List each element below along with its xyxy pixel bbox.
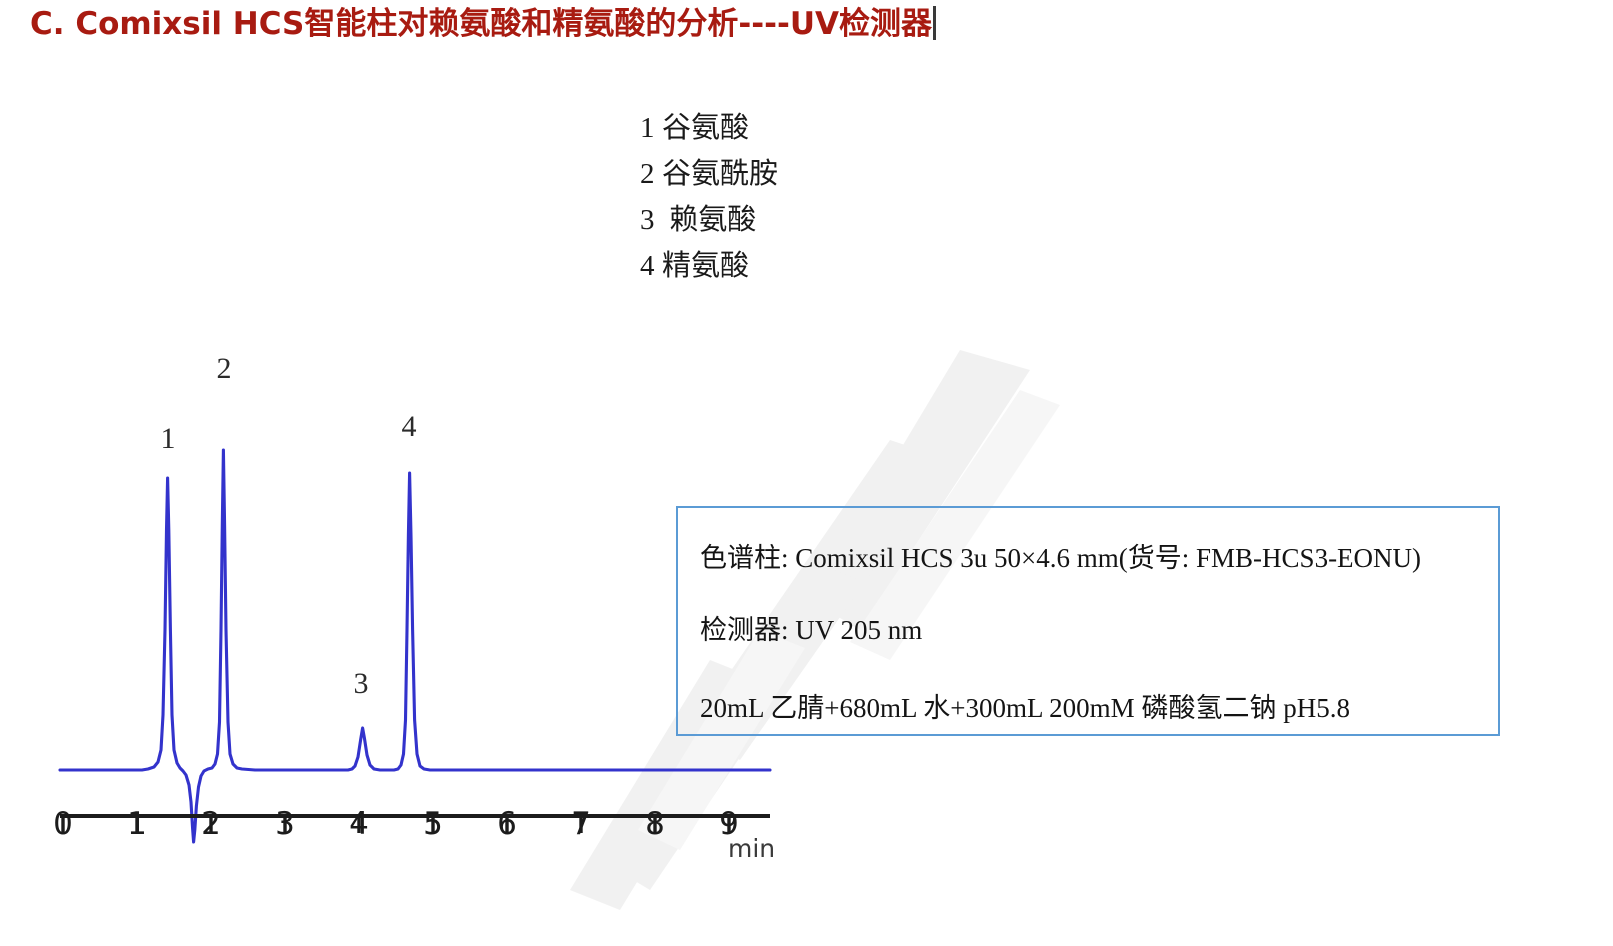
info-mobile-phase-text: 20mL 乙腈+680mL 水+300mL 200mM 磷酸氢二钠 pH5.8 [700,693,1350,723]
legend-item-4-label: 精氨酸 [662,250,750,282]
legend-item-1-label: 谷氨酸 [662,112,750,144]
legend-item-2-label: 谷氨酰胺 [662,158,779,190]
x-axis-unit-label: min [728,834,776,863]
page-title: C. Comixsil HCS智能柱对赖氨酸和精氨酸的分析----UV检测器 [30,2,937,46]
text-cursor [933,6,937,40]
x-tick-0: 0 [53,806,73,842]
legend-item-3: 3 赖氨酸 [640,197,778,243]
legend-item-1: 1 谷氨酸 [640,105,778,151]
peak-label-3: 3 [353,667,369,700]
legend-item-4-number: 4 [640,250,655,282]
x-tick-6: 6 [497,806,517,842]
info-detector-text: 检测器: UV 205 nm [700,615,923,645]
peak-label-2: 2 [216,352,232,385]
chromatogram-trace [58,448,772,844]
x-tick-8: 8 [645,806,665,842]
legend-item-3-label: 赖氨酸 [662,204,757,236]
legend-item-2: 2 谷氨酰胺 [640,151,778,197]
peak-label-1: 1 [160,422,176,455]
legend-item-3-number: 3 [640,204,655,236]
x-tick-4: 4 [349,806,369,842]
peak-legend: 1 谷氨酸 2 谷氨酰胺 3 赖氨酸 4 精氨酸 [640,105,778,289]
page-title-text: C. Comixsil HCS智能柱对赖氨酸和精氨酸的分析----UV检测器 [30,6,933,42]
x-tick-2: 2 [201,806,221,842]
x-tick-1: 1 [127,806,147,842]
peak-label-4: 4 [401,410,417,443]
chromatogram-plot: 1 2 3 4 [30,330,830,870]
x-tick-9: 9 [719,806,739,842]
info-column-text: 色谱柱: Comixsil HCS 3u 50×4.6 mm(货号: FMB-H… [700,543,1422,573]
x-tick-5: 5 [423,806,443,842]
legend-item-1-number: 1 [640,112,655,144]
method-info-box: 色谱柱: Comixsil HCS 3u 50×4.6 mm(货号: FMB-H… [676,506,1500,736]
x-tick-7: 7 [571,806,591,842]
legend-item-4: 4 精氨酸 [640,243,778,289]
x-axis-ticks [61,816,731,833]
x-axis-tick-labels: 0 1 2 3 4 5 6 7 8 9 [30,806,830,866]
chromatogram-svg [58,448,772,844]
legend-item-2-number: 2 [640,158,655,190]
x-tick-3: 3 [275,806,295,842]
